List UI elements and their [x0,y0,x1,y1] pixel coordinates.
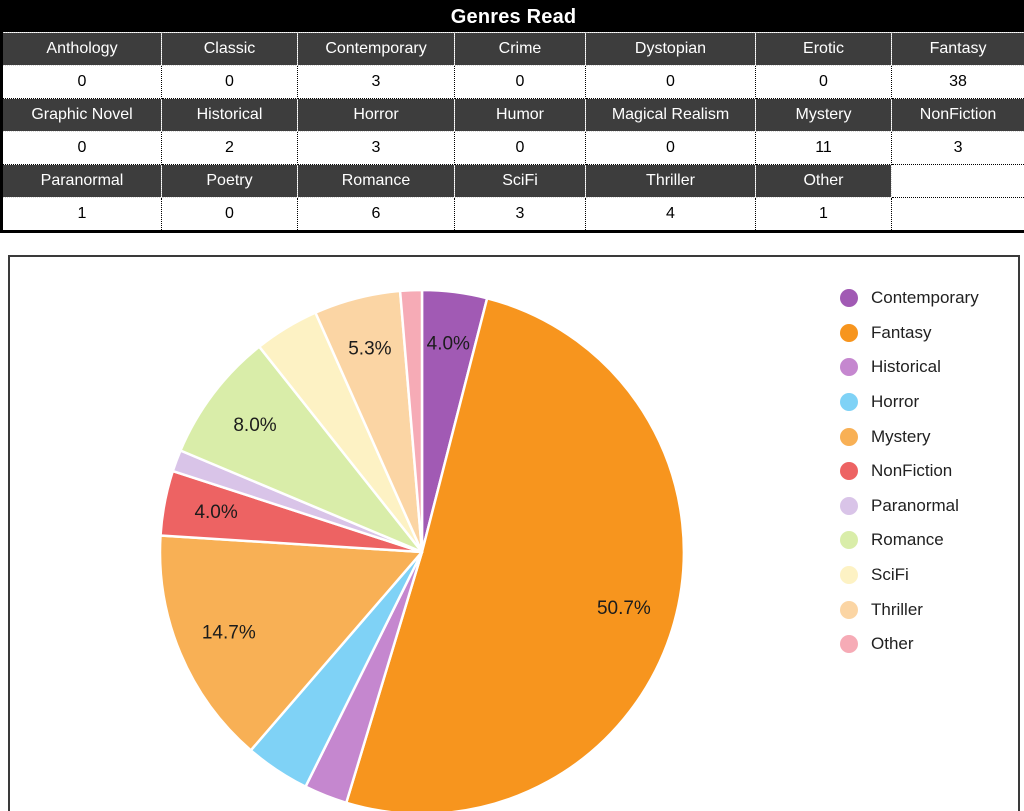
legend-label: Mystery [871,426,931,446]
legend-item-romance[interactable]: Romance [840,523,979,558]
legend-item-other[interactable]: Other [840,627,979,662]
genre-count-cell: 38 [890,65,1024,99]
genre-count-cell: 1 [1,197,162,232]
legend-item-thriller[interactable]: Thriller [840,592,979,627]
pie-percent-label-mystery: 14.7% [202,623,256,644]
legend-label: Historical [871,357,941,377]
legend-label: Horror [871,392,920,412]
genre-name-cell: Anthology [1,32,162,66]
genre-count-cell: 0 [585,65,756,99]
pie-percent-label-fantasy: 50.7% [597,598,651,619]
pie-percent-label-thriller: 5.3% [348,339,391,360]
legend-color-dot-icon [840,531,858,550]
legend-color-dot-icon [840,566,858,585]
genre-name-cell: Romance [297,164,455,198]
genre-name-cell: Mystery [755,98,892,132]
legend-color-dot-icon [840,600,858,619]
genre-count-cell: 3 [297,65,455,99]
legend-label: SciFi [871,565,909,585]
genre-name-cell: Contemporary [297,32,455,66]
genre-name-cell: Historical [161,98,298,132]
genre-count-cell: 3 [454,197,586,232]
genre-name-cell: Dystopian [585,32,756,66]
legend-label: Thriller [871,599,923,619]
genre-name-cell: NonFiction [890,98,1024,132]
genre-count-cell: 6 [297,197,455,232]
genre-name-cell: Humor [454,98,586,132]
genre-count-cell: 3 [890,131,1024,165]
genre-name-cell: Graphic Novel [1,98,162,132]
genre-count-cell [890,197,1024,232]
legend-label: NonFiction [871,461,953,481]
genre-name-cell: Classic [161,32,298,66]
legend-color-dot-icon [840,427,858,446]
genre-count-cell: 11 [755,131,892,165]
chart-legend: Contemporary Fantasy Historical Horror Myste… [840,281,979,662]
genre-name-cell: Fantasy [890,32,1024,66]
legend-color-dot-icon [840,358,858,377]
genre-count-cell: 0 [454,65,586,99]
legend-label: Other [871,634,914,654]
genre-count-cell: 0 [585,131,756,165]
genre-name-cell: Crime [454,32,586,66]
pie-percent-label-romance: 8.0% [233,415,276,436]
legend-label: Contemporary [871,288,979,308]
genre-count-cell: 0 [755,65,892,99]
genre-name-cell: SciFi [454,164,586,198]
genre-name-cell: Paranormal [1,164,162,198]
legend-item-paranormal[interactable]: Paranormal [840,489,979,524]
genre-name-cell: Poetry [161,164,298,198]
genre-name-cell: Thriller [585,164,756,198]
genre-count-cell: 1 [755,197,892,232]
genre-count-cell: 4 [585,197,756,232]
legend-item-contemporary[interactable]: Contemporary [840,281,979,316]
legend-label: Paranormal [871,495,959,515]
legend-color-dot-icon [840,462,858,481]
pie-slice-romance[interactable] [179,345,424,554]
genre-count-cell: 2 [161,131,298,165]
genre-name-cell: Erotic [755,32,892,66]
legend-color-dot-icon [840,635,858,654]
legend-item-fantasy[interactable]: Fantasy [840,316,979,351]
genre-name-cell: Magical Realism [585,98,756,132]
table-title: Genres Read [1,1,1024,33]
legend-color-dot-icon [840,496,858,515]
legend-color-dot-icon [840,393,858,412]
genre-count-cell: 0 [1,65,162,99]
genre-count-cell: 3 [297,131,455,165]
genre-count-cell: 0 [161,197,298,232]
genres-table: Genres Read Anthology Classic Contemporary C… [0,0,1024,233]
pie-chart-panel: 4.0% 50.7% 14.7% 4.0% 8.0% 5.3% Contemporary F… [8,255,1020,811]
genre-name-cell: Other [755,164,892,198]
pie-percent-label-nonfiction: 4.0% [194,502,237,523]
legend-item-mystery[interactable]: Mystery [840,419,979,454]
genre-name-cell [890,164,1024,198]
legend-item-horror[interactable]: Horror [840,385,979,420]
pie-slice-fantasy[interactable] [345,296,686,811]
legend-color-dot-icon [840,289,858,308]
legend-item-historical[interactable]: Historical [840,350,979,385]
pie-slice-other[interactable] [398,288,424,554]
legend-label: Romance [871,530,944,550]
legend-item-nonfiction[interactable]: NonFiction [840,454,979,489]
pie-slice-mystery[interactable] [158,534,424,752]
legend-color-dot-icon [840,323,858,342]
pie-chart: 4.0% 50.7% 14.7% 4.0% 8.0% 5.3% [158,288,686,811]
genre-count-cell: 0 [161,65,298,99]
legend-item-scifi[interactable]: SciFi [840,558,979,593]
genre-count-cell: 0 [454,131,586,165]
legend-label: Fantasy [871,322,932,342]
pie-percent-label-contemporary: 4.0% [427,334,470,355]
genre-name-cell: Horror [297,98,455,132]
genre-count-cell: 0 [1,131,162,165]
